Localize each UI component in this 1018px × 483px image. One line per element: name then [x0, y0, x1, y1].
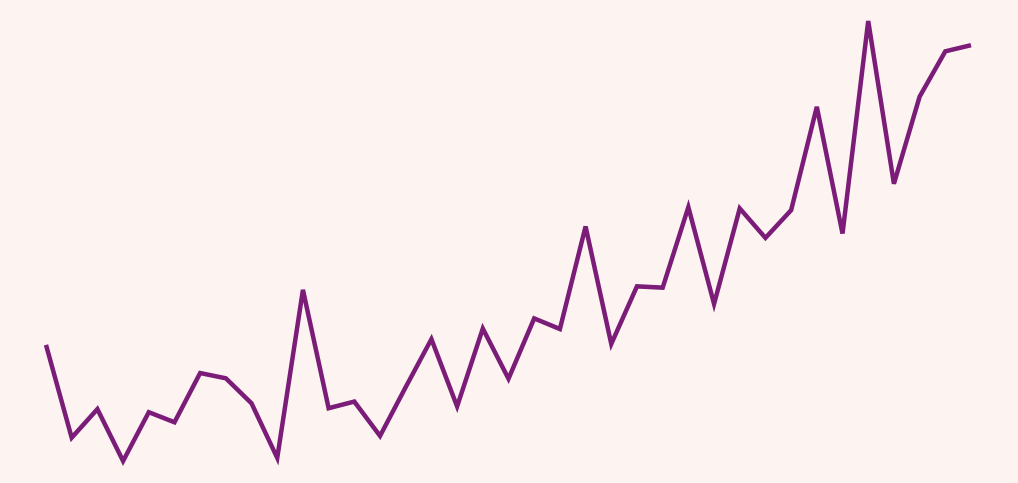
series-line-0: [43, 20, 972, 466]
series-layer: [43, 20, 972, 466]
